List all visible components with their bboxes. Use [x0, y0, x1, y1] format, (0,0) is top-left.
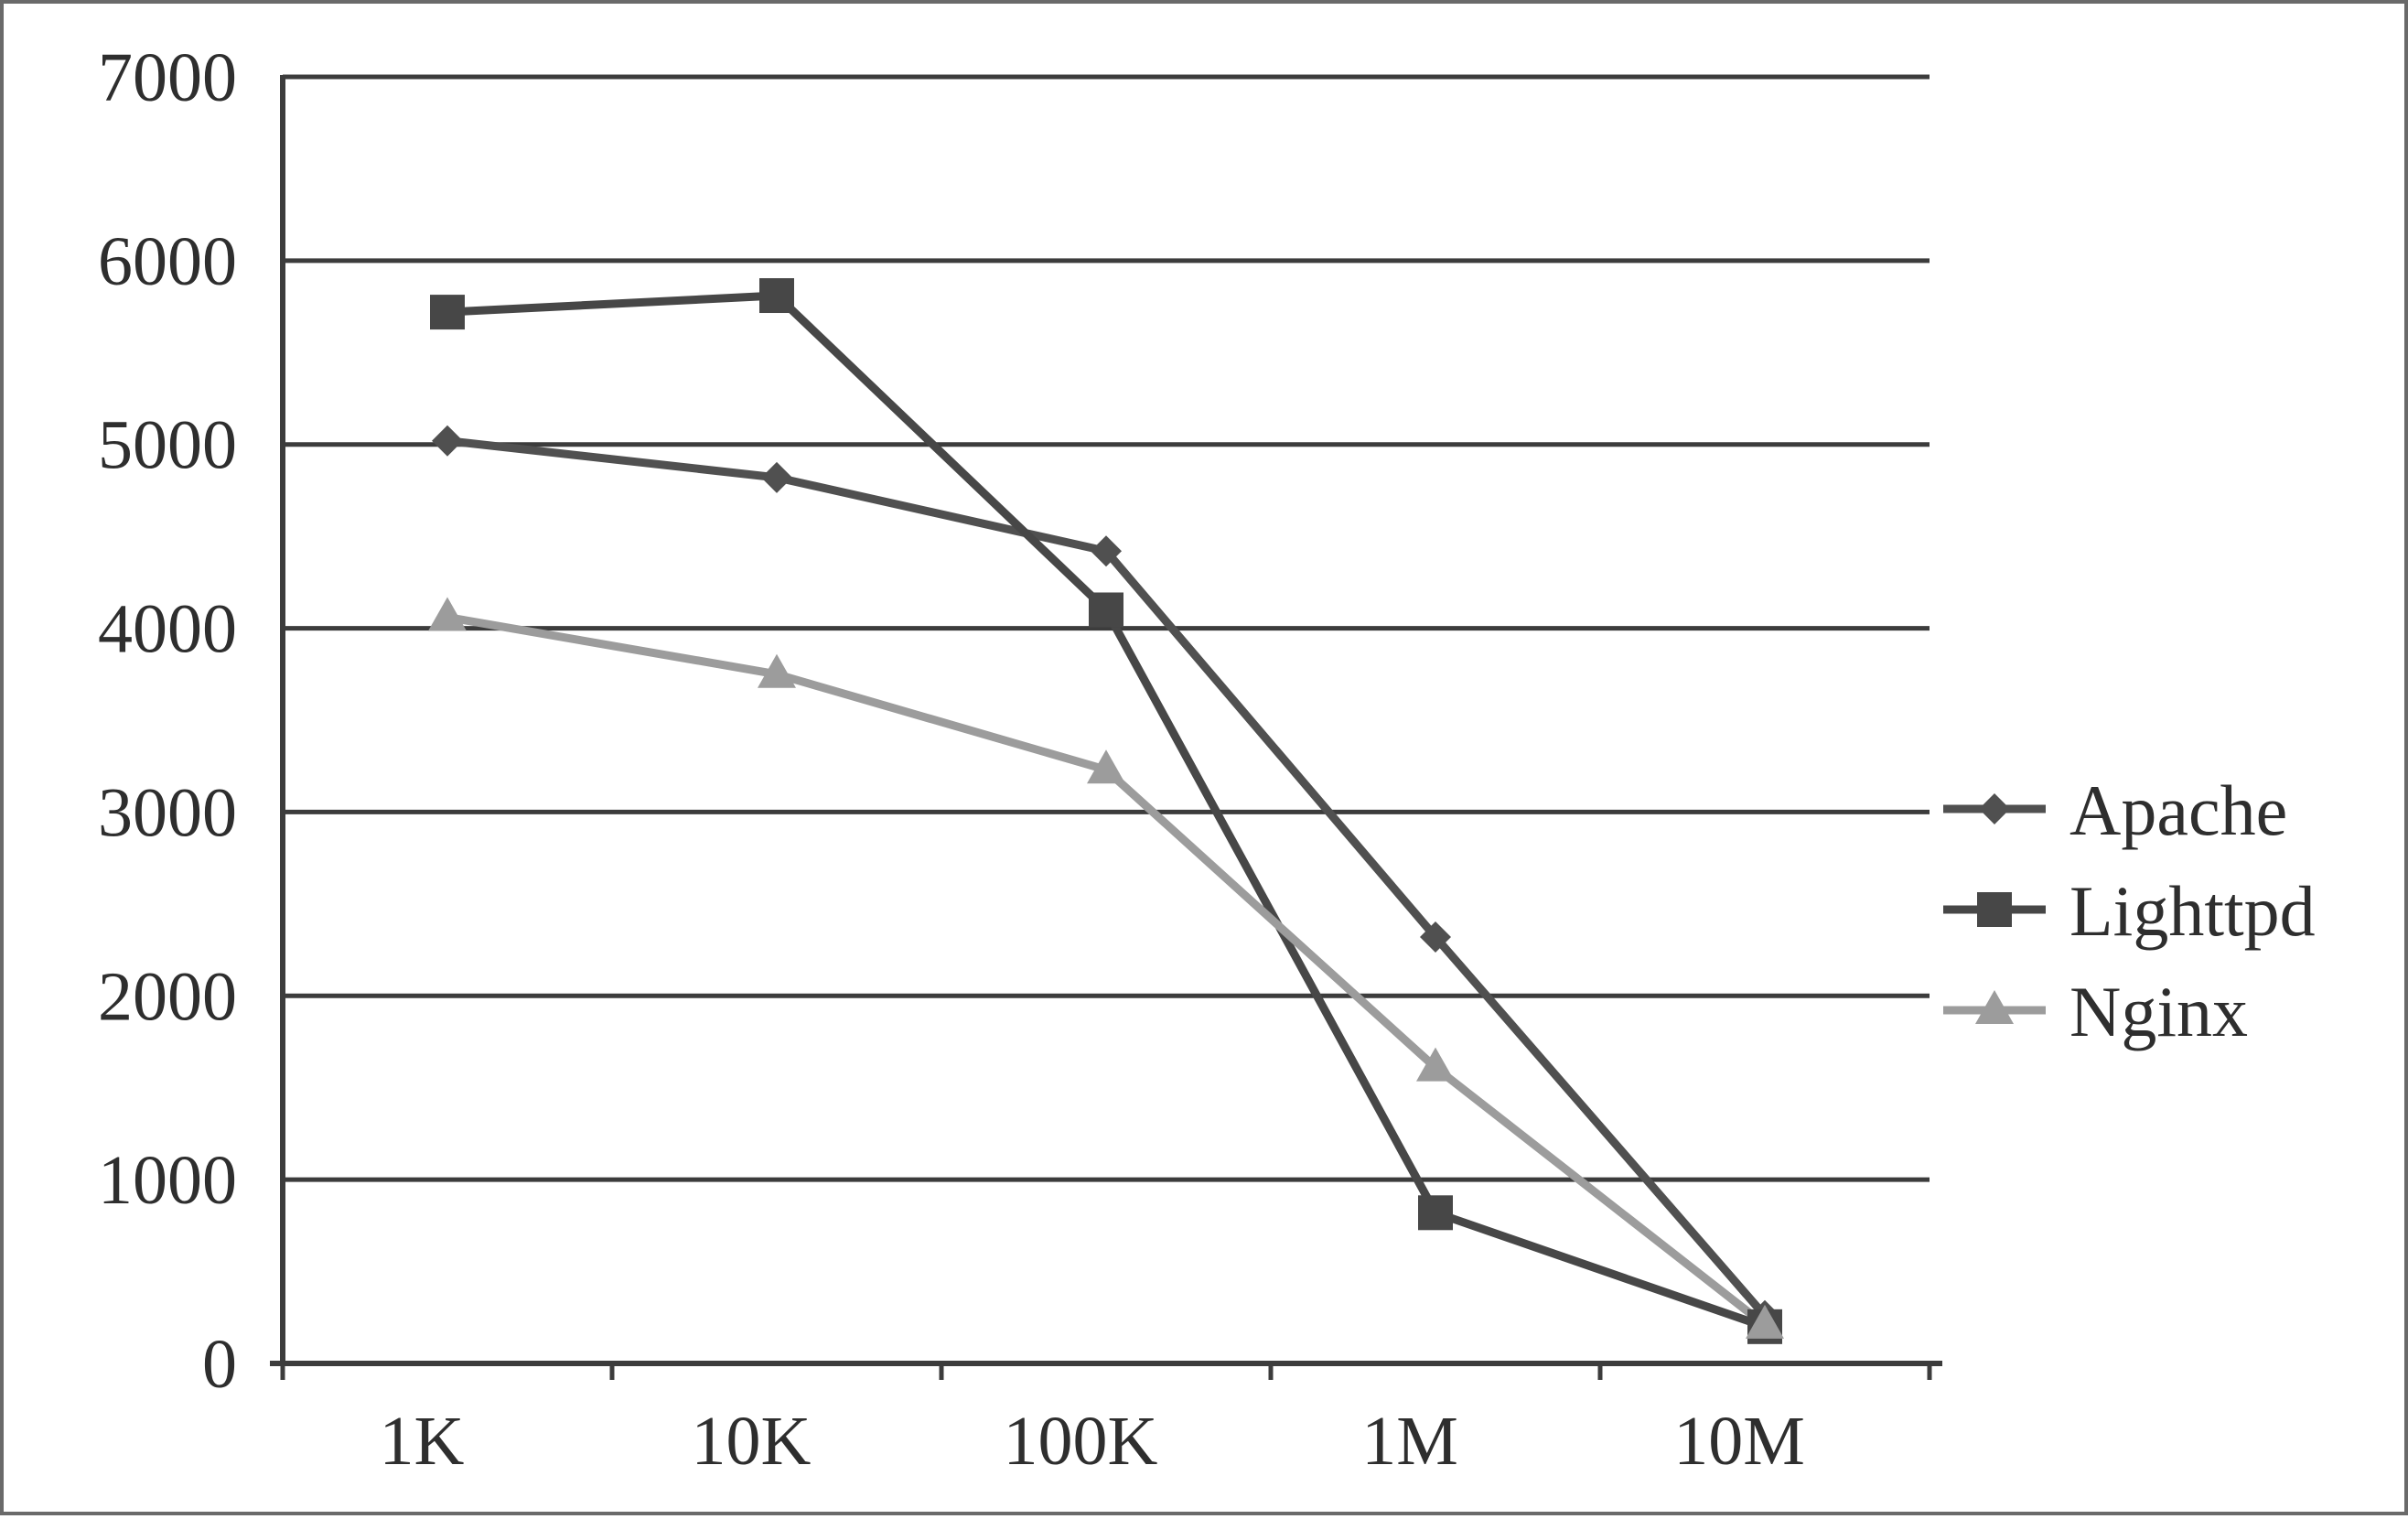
data-point-nginx — [428, 597, 467, 631]
y-tick-label: 6000 — [98, 223, 237, 300]
gridlines — [283, 74, 1930, 1182]
x-tick-label: 1M — [1361, 1403, 1458, 1480]
data-point-apache — [1420, 921, 1451, 953]
y-tick-label: 3000 — [98, 774, 237, 851]
data-point-apache — [761, 461, 792, 493]
x-tick-label: 100K — [1004, 1403, 1158, 1480]
data-point-lighttpd — [1418, 1195, 1453, 1231]
series-line-apache — [443, 436, 1769, 1320]
data-point-apache — [432, 425, 463, 457]
data-point-nginx — [758, 653, 796, 688]
series-lines — [428, 278, 1784, 1344]
legend-label-lighttpd: Lighttpd — [2069, 871, 2316, 951]
legend-marker-apache — [1979, 793, 2010, 824]
y-tick-label: 0 — [202, 1326, 237, 1403]
y-tick-label: 4000 — [98, 591, 237, 668]
data-point-nginx — [1746, 1304, 1784, 1339]
line-chart: 0 1000 2000 3000 4000 5000 6000 7000 1K 10K 100K 1M… — [98, 39, 2316, 1480]
series-line-nginx — [443, 613, 1769, 1330]
legend: Apache Lighttpd Nginx — [1943, 770, 2316, 1051]
data-point-lighttpd — [430, 295, 465, 330]
data-point-lighttpd — [759, 278, 794, 314]
data-point-lighttpd — [1089, 592, 1123, 628]
axes: 0 1000 2000 3000 4000 5000 6000 7000 1K 10K 100K 1M… — [98, 39, 1942, 1480]
x-tick-label: 10K — [692, 1403, 812, 1480]
y-tick-label: 5000 — [98, 407, 237, 484]
x-tick-label: 1K — [380, 1403, 465, 1480]
data-point-apache — [1091, 535, 1122, 567]
legend-label-apache: Apache — [2069, 770, 2287, 850]
data-point-nginx — [1087, 749, 1125, 784]
y-tick-label: 2000 — [98, 958, 237, 1035]
x-tick-label: 10M — [1673, 1403, 1805, 1480]
y-tick-label: 7000 — [98, 39, 237, 116]
legend-marker-lighttpd — [1977, 892, 2012, 927]
data-point-nginx — [1416, 1047, 1455, 1082]
y-tick-label: 1000 — [98, 1142, 237, 1219]
legend-label-nginx: Nginx — [2069, 972, 2248, 1051]
legend-marker-nginx — [1975, 990, 2014, 1024]
